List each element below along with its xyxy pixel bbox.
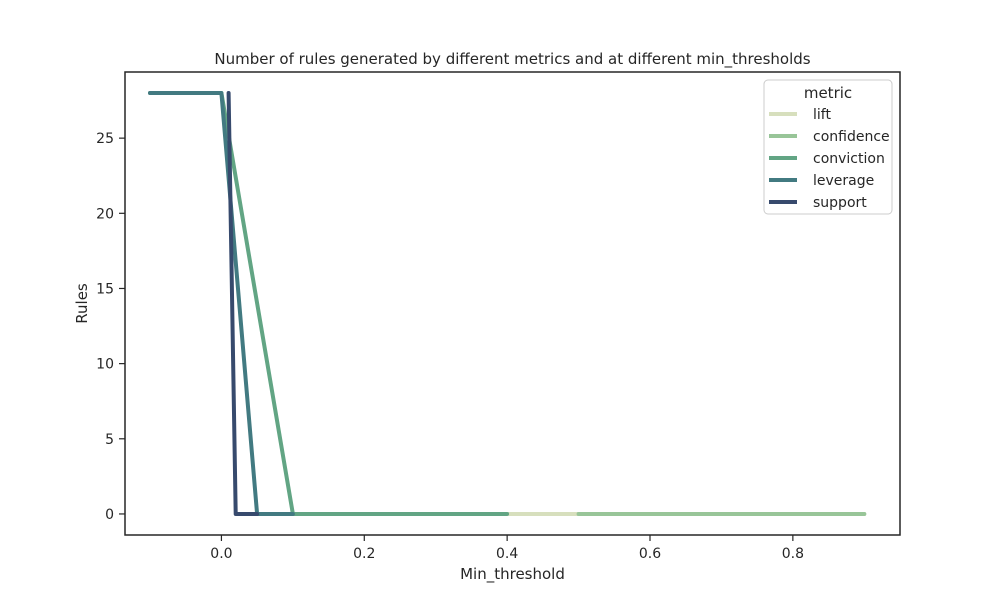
y-axis-label: Rules xyxy=(73,283,91,324)
legend-label-lift: lift xyxy=(813,107,831,123)
legend: metric lift confidence conviction leverage su… xyxy=(763,79,893,215)
y-tick-label: 10 xyxy=(96,357,114,373)
y-tick-label: 20 xyxy=(96,206,114,222)
x-tick-label: 0.4 xyxy=(496,546,518,562)
legend-label-leverage: leverage xyxy=(813,173,874,189)
legend-label-support: support xyxy=(813,195,867,211)
y-axis: 0 5 10 15 20 25 xyxy=(96,131,125,523)
legend-label-conviction: conviction xyxy=(813,151,885,167)
x-axis: 0.0 0.2 0.4 0.6 0.8 xyxy=(210,535,804,562)
y-tick-label: 5 xyxy=(105,432,114,448)
x-tick-label: 0.8 xyxy=(782,546,804,562)
x-axis-label: Min_threshold xyxy=(460,565,565,584)
chart-title: Number of rules generated by different m… xyxy=(214,50,810,69)
x-tick-label: 0.6 xyxy=(639,546,661,562)
series-line-support xyxy=(226,91,260,516)
legend-label-confidence: confidence xyxy=(813,129,890,145)
x-tick-label: 0.0 xyxy=(210,546,232,562)
legend-title: metric xyxy=(804,84,852,102)
y-tick-label: 0 xyxy=(105,507,114,523)
y-tick-label: 15 xyxy=(96,281,114,297)
series-line-conviction xyxy=(148,91,510,516)
plot-frame xyxy=(124,71,901,536)
y-tick-label: 25 xyxy=(96,131,114,147)
x-tick-label: 0.2 xyxy=(353,546,375,562)
series-line-leverage xyxy=(148,91,295,516)
series-lines xyxy=(148,91,867,516)
